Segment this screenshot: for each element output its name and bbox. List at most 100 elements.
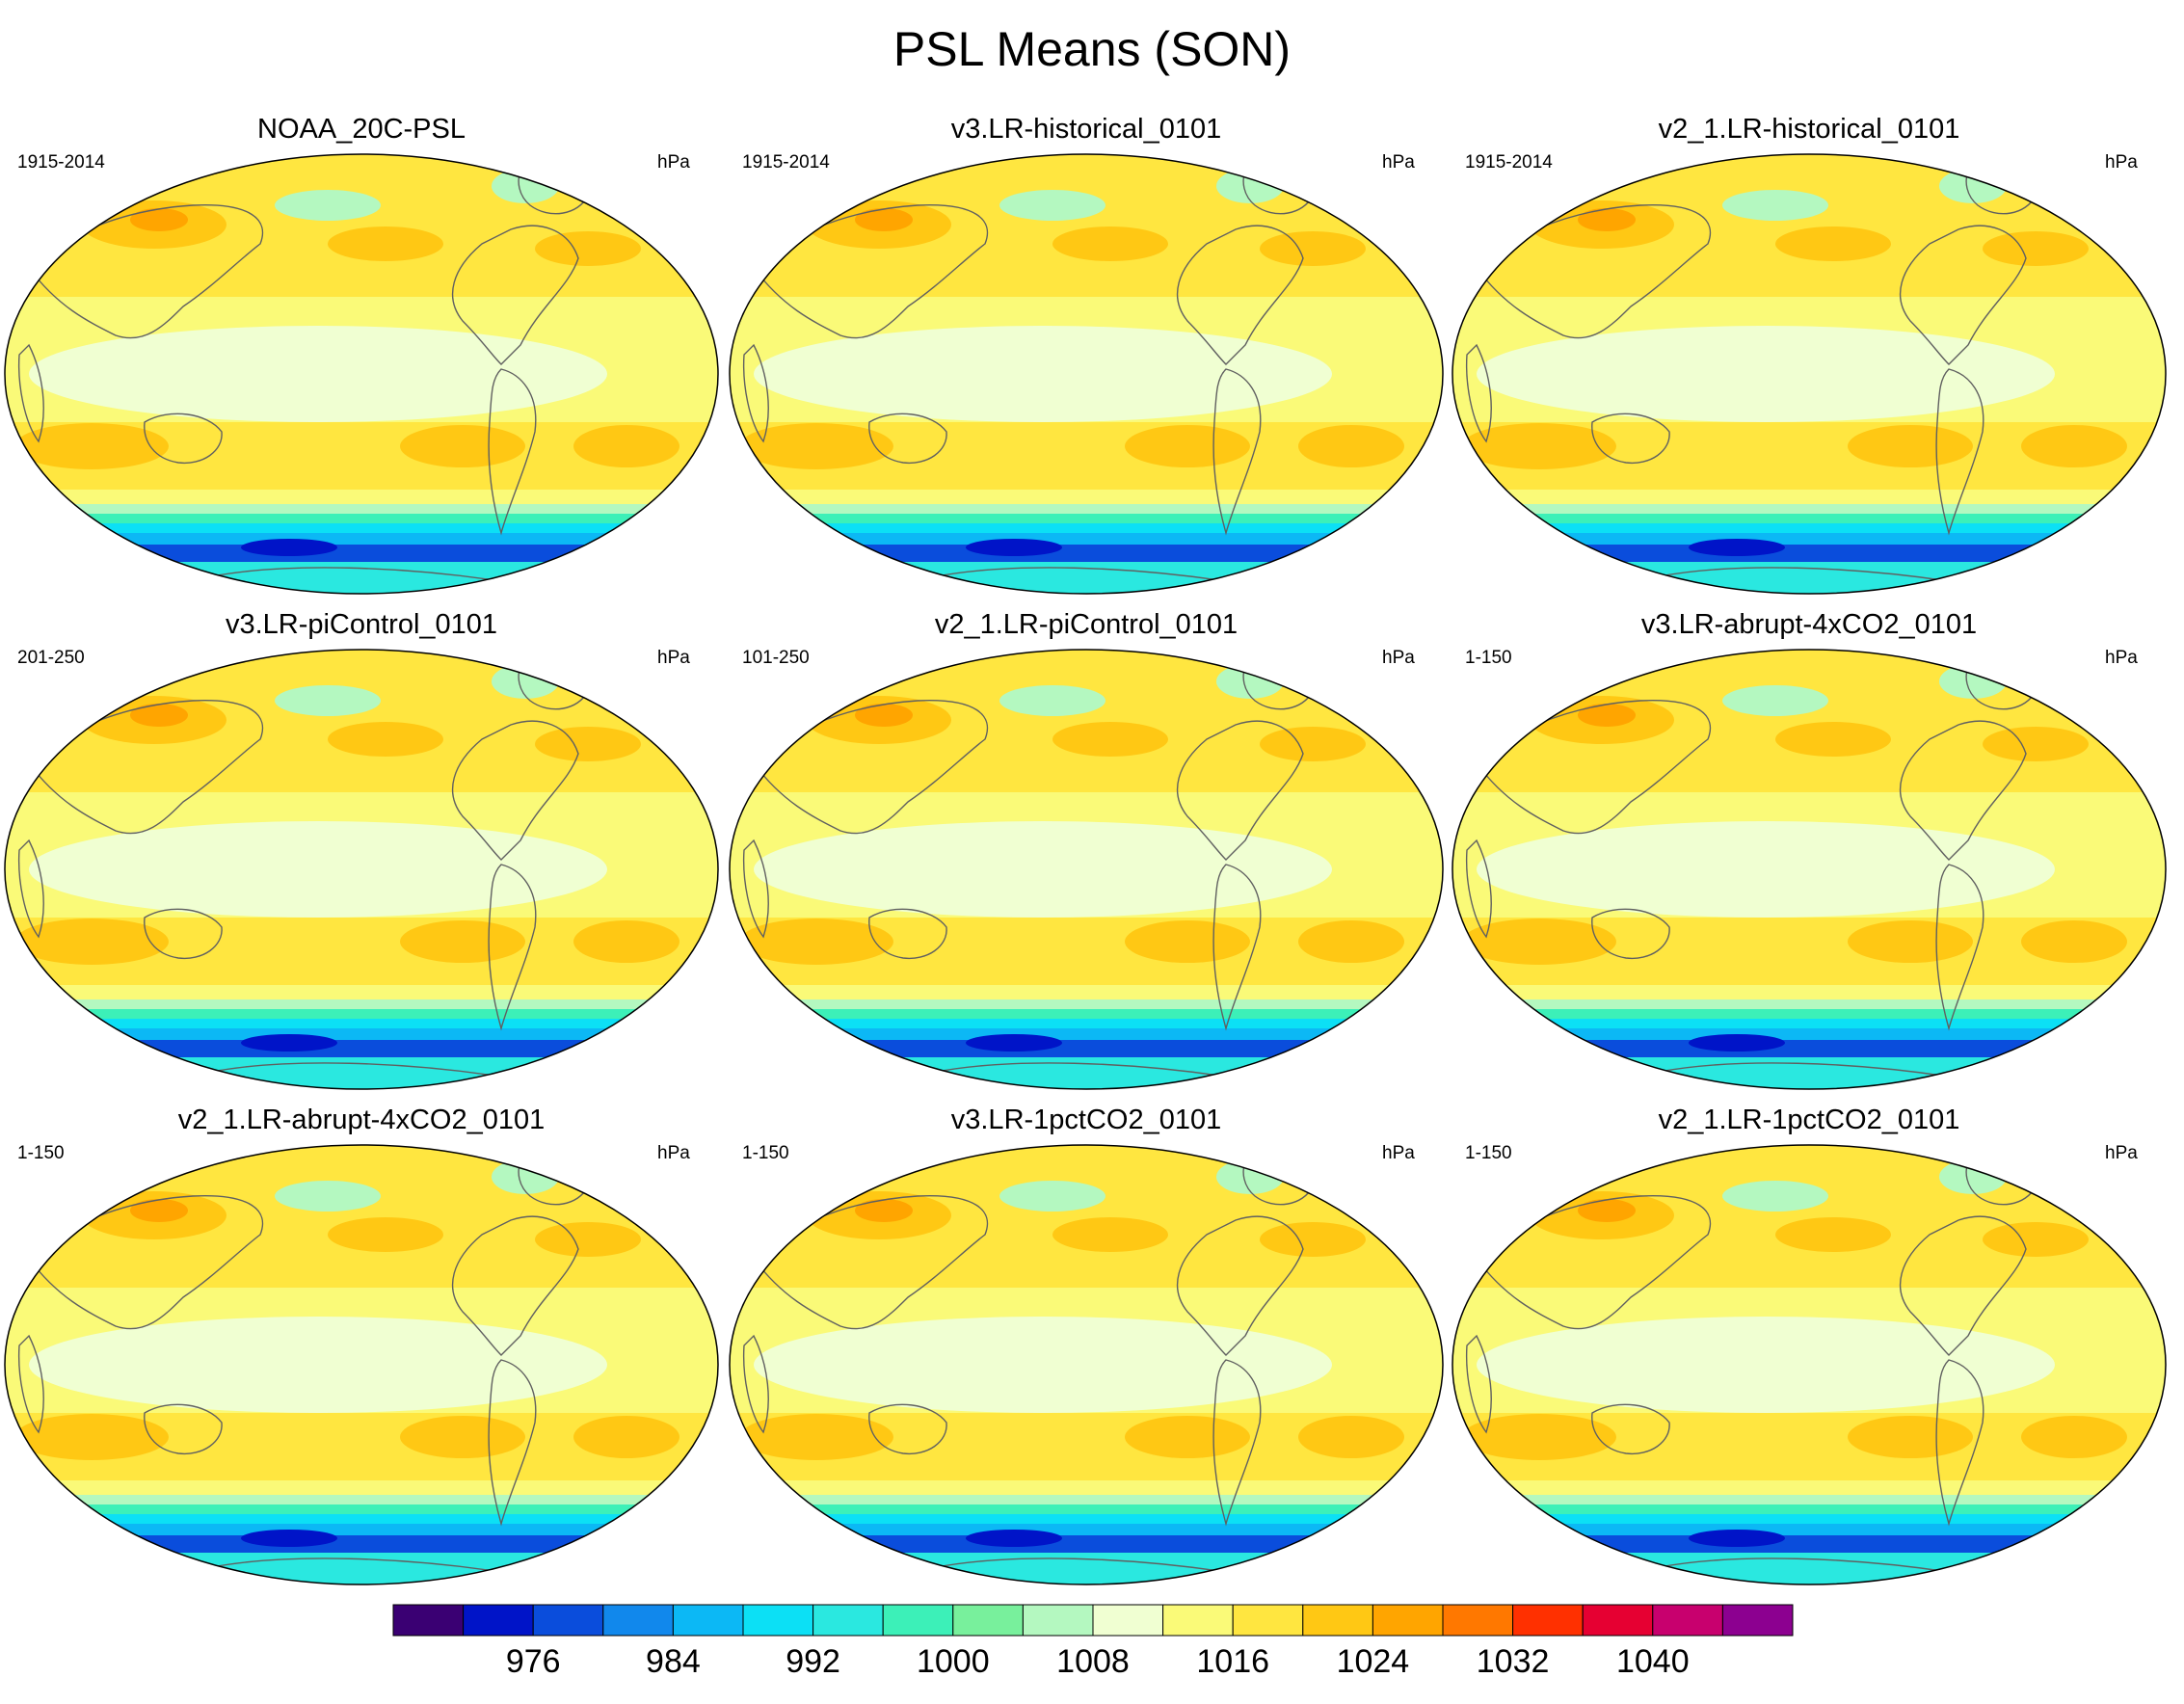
low-amundsen	[241, 1034, 337, 1052]
high-north-pacific	[1052, 1217, 1168, 1252]
band-antarctica	[5, 1553, 718, 1584]
africa-outline	[17, 1334, 44, 1434]
band-s1	[1452, 1480, 2166, 1495]
band-s3	[1452, 1504, 2166, 1514]
band-s1	[5, 985, 718, 999]
band-s5	[1452, 533, 2166, 545]
band-s1	[5, 1480, 718, 1495]
band-s2	[730, 1495, 1443, 1504]
eurasia-outline	[1476, 699, 1712, 835]
low-aleutian	[999, 1181, 1105, 1211]
panel-title: v2_1.LR-historical_0101	[1658, 114, 1960, 145]
high-indian-ocean	[14, 919, 169, 965]
north-america-outline	[1899, 225, 2027, 365]
map-panel: v3.LR-piControl_0101 201-250 hPa	[0, 609, 723, 1091]
band-s5	[5, 533, 718, 545]
high-south-pacific	[400, 920, 525, 963]
band-s2	[1452, 1495, 2166, 1504]
low-amundsen	[241, 539, 337, 556]
band-s2	[1452, 504, 2166, 514]
panel-units: hPa	[657, 1143, 690, 1163]
africa-outline	[742, 839, 769, 939]
north-america-outline	[1899, 1215, 2027, 1356]
high-siberian-core	[1578, 1199, 1636, 1222]
high-north-pacific	[1052, 722, 1168, 757]
map-border	[4, 1144, 719, 1585]
band-equatorial-low	[754, 821, 1332, 918]
band-s3	[5, 1009, 718, 1019]
australia-outline	[1591, 908, 1670, 960]
colorbar-box	[1022, 1604, 1094, 1637]
robinson-map	[729, 153, 1444, 595]
low-amundsen	[1689, 1034, 1785, 1052]
low-aleutian	[999, 190, 1105, 221]
high-north-atlantic	[1260, 231, 1366, 266]
band-antarctica	[1452, 1553, 2166, 1584]
africa-outline	[1465, 343, 1492, 443]
panel-period: 1-150	[17, 1143, 65, 1163]
low-aleutian	[275, 1181, 381, 1211]
high-south-pacific	[1848, 920, 1973, 963]
robinson-map	[1452, 649, 2167, 1090]
high-north-pacific	[1052, 226, 1168, 261]
band-s4	[5, 523, 718, 533]
high-indian-ocean	[1462, 1414, 1616, 1460]
eurasia-outline	[28, 699, 264, 835]
map-panel: v3.LR-abrupt-4xCO2_0101 1-150 hPa	[1448, 609, 2171, 1091]
south-america-outline	[1935, 1359, 1984, 1527]
low-aleutian	[275, 685, 381, 716]
colorbar-box	[1232, 1604, 1304, 1637]
low-icelandic	[1939, 664, 2007, 699]
band-southern-trough	[1452, 1535, 2166, 1553]
band-s2	[1452, 999, 2166, 1009]
colorbar-tick-label: 1008	[1056, 1643, 1130, 1680]
high-north-atlantic	[535, 1222, 641, 1257]
low-icelandic	[1216, 664, 1284, 699]
low-icelandic	[492, 169, 559, 203]
band-equatorial-low	[754, 326, 1332, 422]
eurasia-outline	[28, 1194, 264, 1330]
low-amundsen	[1689, 1530, 1785, 1547]
map-panel: v2_1.LR-1pctCO2_0101 1-150 hPa	[1448, 1105, 2171, 1586]
high-indian-ocean	[739, 919, 893, 965]
australia-outline	[1591, 413, 1670, 465]
colorbar-tick-label: 1024	[1337, 1643, 1410, 1680]
band-southern-trough	[1452, 1040, 2166, 1057]
north-america-outline	[1176, 1215, 1304, 1356]
colorbar-tick-label: 976	[506, 1643, 561, 1680]
band-s4	[730, 523, 1443, 533]
north-america-outline	[451, 1215, 579, 1356]
high-south-pacific	[1848, 425, 1973, 467]
panel-units: hPa	[1382, 152, 1415, 173]
low-amundsen	[966, 1034, 1062, 1052]
low-icelandic	[492, 664, 559, 699]
eurasia-outline	[28, 203, 264, 339]
high-north-atlantic	[1983, 727, 2089, 761]
panel-title: NOAA_20C-PSL	[257, 114, 466, 145]
colorbar-box	[392, 1604, 465, 1637]
high-siberian-core	[855, 704, 913, 727]
panel-title: v2_1.LR-abrupt-4xCO2_0101	[177, 1105, 546, 1135]
south-america-outline	[1212, 864, 1262, 1031]
panel-title: v3.LR-historical_0101	[950, 114, 1222, 145]
band-s4	[730, 1514, 1443, 1524]
robinson-map	[1452, 153, 2167, 595]
panel-period: 101-250	[742, 648, 810, 668]
low-aleutian	[1722, 190, 1828, 221]
colorbar-box	[1512, 1604, 1584, 1637]
colorbar-box	[672, 1604, 744, 1637]
band-s3	[5, 1504, 718, 1514]
panel-units: hPa	[2105, 1143, 2138, 1163]
band-southern-trough	[730, 545, 1443, 562]
high-north-pacific	[328, 722, 443, 757]
africa-outline	[17, 343, 44, 443]
eurasia-outline	[753, 203, 989, 339]
panel-title: v3.LR-abrupt-4xCO2_0101	[1640, 609, 1978, 640]
band-s1	[1452, 490, 2166, 504]
low-icelandic	[1216, 169, 1284, 203]
band-s4	[5, 1514, 718, 1524]
africa-outline	[742, 1334, 769, 1434]
low-aleutian	[275, 190, 381, 221]
high-south-pacific	[400, 425, 525, 467]
band-s3	[730, 514, 1443, 523]
